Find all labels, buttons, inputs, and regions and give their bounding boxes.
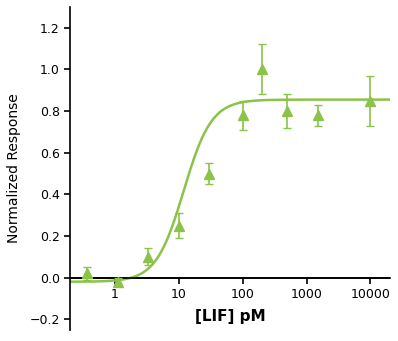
Y-axis label: Normalized Response: Normalized Response bbox=[7, 93, 21, 243]
X-axis label: [LIF] pM: [LIF] pM bbox=[195, 309, 265, 324]
